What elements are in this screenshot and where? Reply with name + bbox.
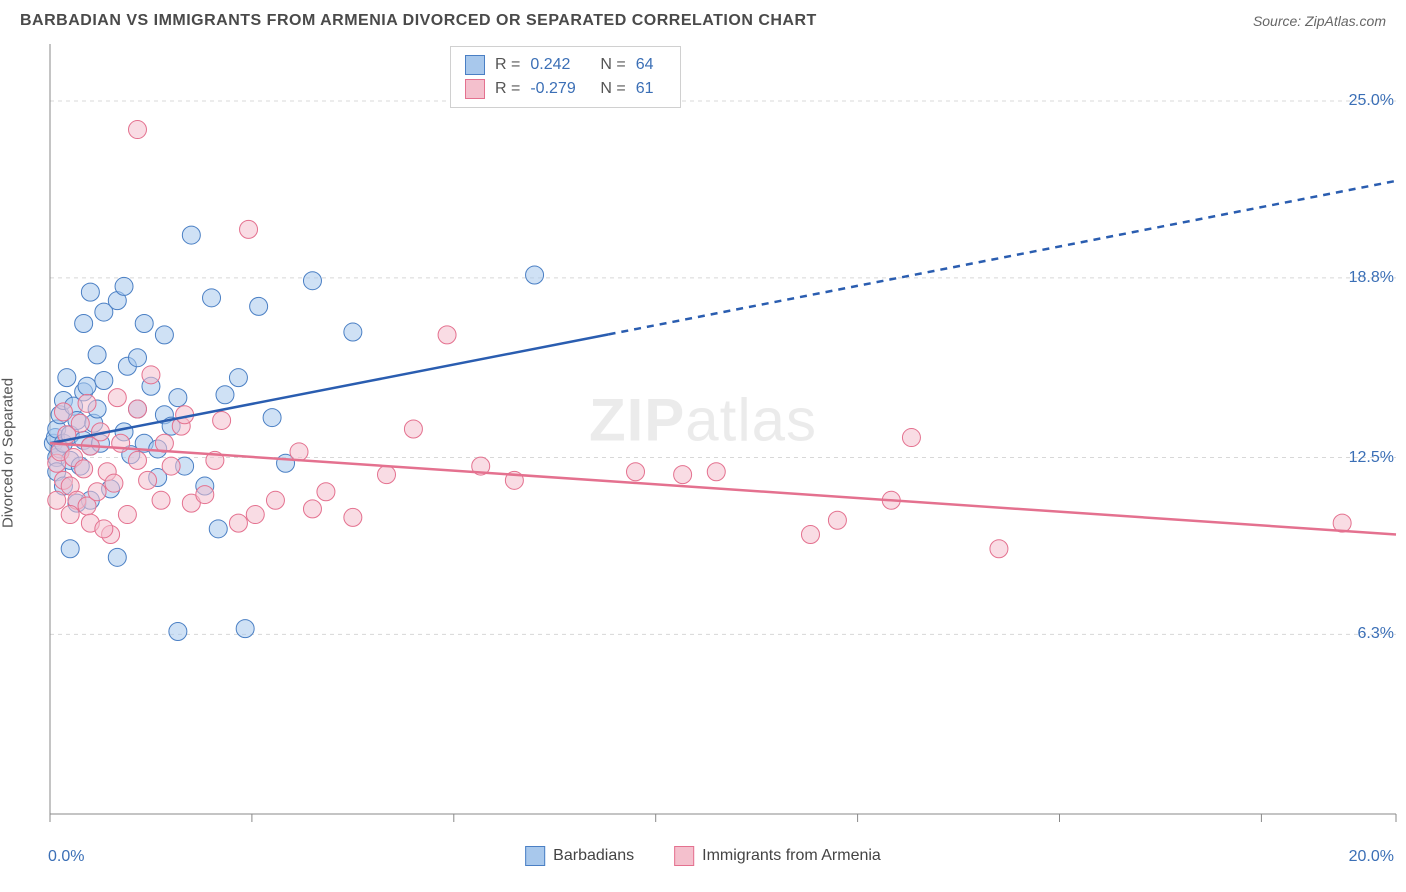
data-point	[290, 443, 308, 461]
data-point	[303, 500, 321, 518]
data-point	[236, 620, 254, 638]
data-point	[303, 272, 321, 290]
data-point	[155, 326, 173, 344]
data-point	[378, 466, 396, 484]
r-label: R =	[495, 77, 520, 101]
data-point	[828, 511, 846, 529]
series-legend-item: Immigrants from Armenia	[674, 846, 881, 866]
series-legend-item: Barbadians	[525, 846, 634, 866]
data-point	[95, 520, 113, 538]
series-legend: Barbadians Immigrants from Armenia	[525, 846, 881, 866]
data-point	[526, 266, 544, 284]
data-point	[81, 283, 99, 301]
r-value: -0.279	[530, 77, 590, 101]
data-point	[128, 451, 146, 469]
data-point	[196, 486, 214, 504]
data-point	[169, 389, 187, 407]
y-axis-tick-label: 18.8%	[1349, 269, 1394, 287]
data-point	[48, 491, 66, 509]
data-point	[250, 297, 268, 315]
data-point	[58, 369, 76, 387]
data-point	[78, 377, 96, 395]
data-point	[246, 506, 264, 524]
data-point	[263, 409, 281, 427]
data-point	[902, 429, 920, 447]
data-point	[344, 323, 362, 341]
data-point	[209, 520, 227, 538]
n-label: N =	[600, 77, 625, 101]
data-point	[213, 411, 231, 429]
data-point	[169, 622, 187, 640]
data-point	[54, 403, 72, 421]
correlation-legend-row: R = -0.279 N = 61	[465, 77, 666, 101]
data-point	[266, 491, 284, 509]
data-point	[128, 121, 146, 139]
series-legend-label: Immigrants from Armenia	[702, 847, 881, 865]
data-point	[438, 326, 456, 344]
data-point	[105, 474, 123, 492]
data-point	[139, 471, 157, 489]
data-point	[115, 277, 133, 295]
data-point	[344, 508, 362, 526]
scatter-plot-svg	[0, 38, 1406, 868]
data-point	[118, 506, 136, 524]
y-axis-label: Divorced or Separated	[0, 378, 17, 528]
chart-header: BARBADIAN VS IMMIGRANTS FROM ARMENIA DIV…	[0, 0, 1406, 38]
data-point	[88, 346, 106, 364]
data-point	[240, 220, 258, 238]
correlation-legend-row: R = 0.242 N = 64	[465, 53, 666, 77]
data-point	[108, 389, 126, 407]
data-point	[75, 314, 93, 332]
legend-swatch	[674, 846, 694, 866]
r-label: R =	[495, 53, 520, 77]
data-point	[404, 420, 422, 438]
data-point	[61, 506, 79, 524]
data-point	[78, 394, 96, 412]
r-value: 0.242	[530, 53, 590, 77]
y-axis-tick-label: 12.5%	[1349, 449, 1394, 467]
legend-swatch	[465, 55, 485, 75]
n-label: N =	[600, 53, 625, 77]
data-point	[627, 463, 645, 481]
data-point	[135, 314, 153, 332]
data-point	[128, 400, 146, 418]
data-point	[229, 369, 247, 387]
chart-area: Divorced or Separated ZIPatlas R =0.242N…	[0, 38, 1406, 868]
data-point	[182, 226, 200, 244]
data-point	[990, 540, 1008, 558]
chart-source: Source: ZipAtlas.com	[1253, 13, 1386, 29]
data-point	[152, 491, 170, 509]
data-point	[216, 386, 234, 404]
legend-swatch	[465, 79, 485, 99]
data-point	[203, 289, 221, 307]
chart-title: BARBADIAN VS IMMIGRANTS FROM ARMENIA DIV…	[20, 12, 817, 30]
data-point	[128, 349, 146, 367]
x-axis-max-label: 20.0%	[1349, 848, 1394, 866]
data-point	[71, 414, 89, 432]
legend-swatch	[525, 846, 545, 866]
n-value: 61	[636, 77, 666, 101]
data-point	[75, 460, 93, 478]
data-point	[707, 463, 725, 481]
y-axis-tick-label: 25.0%	[1349, 92, 1394, 110]
y-axis-tick-label: 6.3%	[1358, 625, 1394, 643]
series-legend-label: Barbadians	[553, 847, 634, 865]
trendline-extrapolated	[609, 181, 1396, 334]
data-point	[229, 514, 247, 532]
data-point	[142, 366, 160, 384]
data-point	[801, 526, 819, 544]
data-point	[162, 457, 180, 475]
data-point	[95, 372, 113, 390]
x-axis-min-label: 0.0%	[48, 848, 84, 866]
data-point	[674, 466, 692, 484]
data-point	[108, 548, 126, 566]
correlation-legend: R = 0.242 N = 64 R = -0.279 N = 61	[450, 46, 681, 108]
data-point	[61, 540, 79, 558]
n-value: 64	[636, 53, 666, 77]
data-point	[317, 483, 335, 501]
data-point	[88, 483, 106, 501]
